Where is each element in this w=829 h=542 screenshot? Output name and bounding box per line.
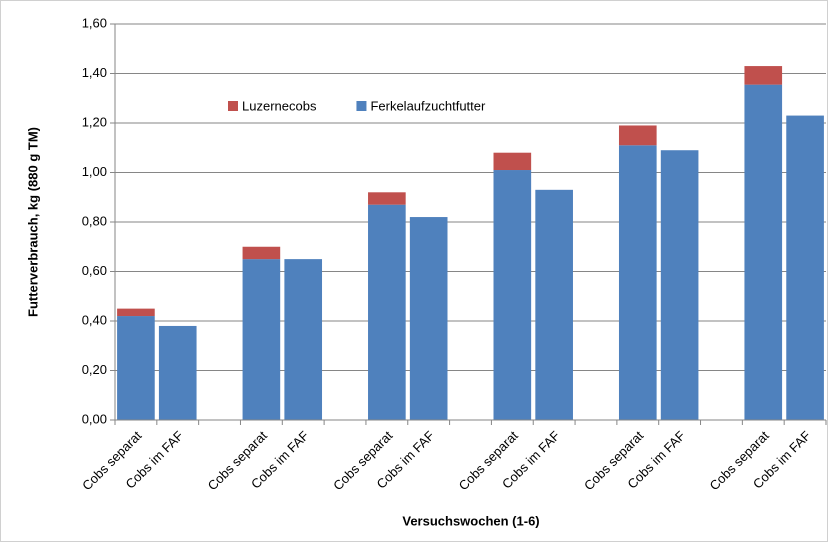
legend-label: Ferkelaufzuchtfutter (370, 98, 486, 113)
x-axis-label: Versuchswochen (1-6) (402, 513, 539, 528)
bar-segment (535, 189, 573, 420)
bar-segment (786, 115, 824, 420)
bar-segment (368, 204, 406, 420)
y-tick-label: 1,40 (82, 65, 107, 80)
bar-segment (242, 259, 281, 420)
bar-segment (242, 246, 281, 260)
bar-segment (117, 308, 155, 317)
y-tick-label: 0,20 (82, 362, 107, 377)
legend-swatch (356, 101, 367, 111)
y-tick-label: 0,40 (82, 312, 107, 327)
legend-label: Luzernecobs (242, 98, 317, 113)
y-tick-label: 0,80 (82, 213, 107, 228)
bar-segment (744, 66, 783, 85)
y-tick-label: 0,60 (82, 263, 107, 278)
bar-segment (493, 152, 532, 171)
bar-segment (158, 325, 197, 420)
bar-segment (409, 217, 448, 420)
bar-segment (368, 192, 406, 205)
y-tick-label: 0,00 (82, 411, 107, 426)
bar-segment (117, 316, 155, 420)
bar-segment (660, 150, 699, 420)
bar-segment (618, 145, 657, 420)
y-tick-label: 1,20 (82, 114, 107, 129)
y-axis-label: Futterverbrauch, kg (880 g TM) (25, 127, 40, 317)
legend-swatch (228, 101, 238, 111)
bar-segment (618, 125, 657, 146)
y-tick-label: 1,60 (82, 15, 107, 30)
bar-segment (744, 84, 783, 420)
bar-segment (493, 170, 532, 420)
y-tick-label: 1,00 (82, 164, 107, 179)
bar-segment (284, 259, 323, 420)
